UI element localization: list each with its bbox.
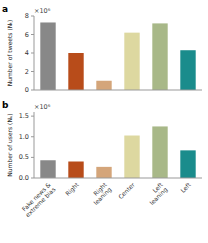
x-tick-label-line: Center: [117, 181, 137, 201]
x-tick-label-line: Right: [64, 180, 81, 197]
x-tick-label-line: leaning: [148, 185, 169, 206]
x-tick-label-line: extreme bias: [24, 186, 57, 219]
y-axis-label: Number of users (Nᵤ): [6, 113, 13, 176]
y-tick-label: 0: [25, 86, 29, 94]
y-tick-label: 1.0: [19, 133, 29, 141]
x-tick-group: Left: [179, 180, 192, 193]
bar: [96, 167, 111, 178]
bar: [180, 150, 195, 178]
bar: [180, 50, 195, 90]
y-tick: [31, 34, 34, 35]
chart-svg: 0 2 4 6 8 Number of tweets (Nₜ) a ×10⁶ 0.0 0.5 1.0…: [0, 0, 208, 243]
bars: [40, 126, 195, 178]
panel-title: a: [2, 4, 8, 14]
y-tick: [31, 90, 34, 91]
y-tick-label: 1.5: [19, 112, 29, 120]
y-tick-label: 6: [25, 31, 29, 39]
y-tick: [31, 16, 34, 17]
x-tick-label: Rightleaning: [87, 180, 113, 206]
y-tick: [31, 116, 34, 117]
y-tick: [31, 53, 34, 54]
x-tick-label: Left: [179, 180, 192, 193]
x-tick-label-line: Left: [179, 180, 192, 193]
x-tick-label: Right: [64, 180, 81, 197]
annotation: ×10⁶: [34, 7, 51, 15]
bar: [124, 136, 139, 178]
x-tick-label-line: leaning: [92, 185, 113, 206]
y-axis-label: Number of tweets (Nₜ): [6, 20, 13, 87]
y-tick-label: 8: [25, 12, 29, 20]
x-tick-label: Center: [117, 181, 137, 201]
panel-title: b: [2, 100, 9, 110]
y-tick: [31, 71, 34, 72]
bar: [124, 33, 139, 90]
y-tick-label: 4: [25, 49, 29, 57]
x-tick-group: Fake news &extreme bias: [19, 181, 57, 219]
bar: [68, 53, 83, 90]
y-tick: [31, 178, 34, 179]
panel: 0.0 0.5 1.0 1.5 Fake news &extreme bias Right…: [2, 100, 202, 218]
bars: [40, 22, 195, 90]
annotation: ×10⁶: [34, 103, 51, 111]
bar: [152, 23, 167, 90]
x-tick-group: Right: [64, 180, 81, 197]
x-tick-label: Fake news &extreme bias: [19, 181, 57, 219]
bar: [96, 81, 111, 90]
bar: [152, 126, 167, 178]
x-axis-line: [34, 90, 202, 91]
x-axis-line: [34, 178, 202, 179]
x-tick-group: Center: [117, 181, 137, 201]
y-tick: [31, 157, 34, 158]
y-tick-label: 0.0: [19, 174, 29, 182]
bar: [40, 22, 55, 90]
bar: [68, 162, 83, 179]
y-tick: [31, 136, 34, 137]
bar: [40, 160, 55, 178]
x-tick-group: Leftleaning: [143, 180, 169, 206]
y-tick-label: 0.5: [19, 153, 29, 161]
panel: 0 2 4 6 8 Number of tweets (Nₜ) a ×10⁶: [2, 4, 202, 94]
y-tick-label: 2: [25, 68, 29, 76]
x-tick-group: Rightleaning: [87, 180, 113, 206]
x-tick-label: Leftleaning: [143, 180, 169, 206]
y-axis-line: [34, 112, 35, 178]
chart-container: 0 2 4 6 8 Number of tweets (Nₜ) a ×10⁶ 0.0 0.5 1.0…: [0, 0, 208, 243]
